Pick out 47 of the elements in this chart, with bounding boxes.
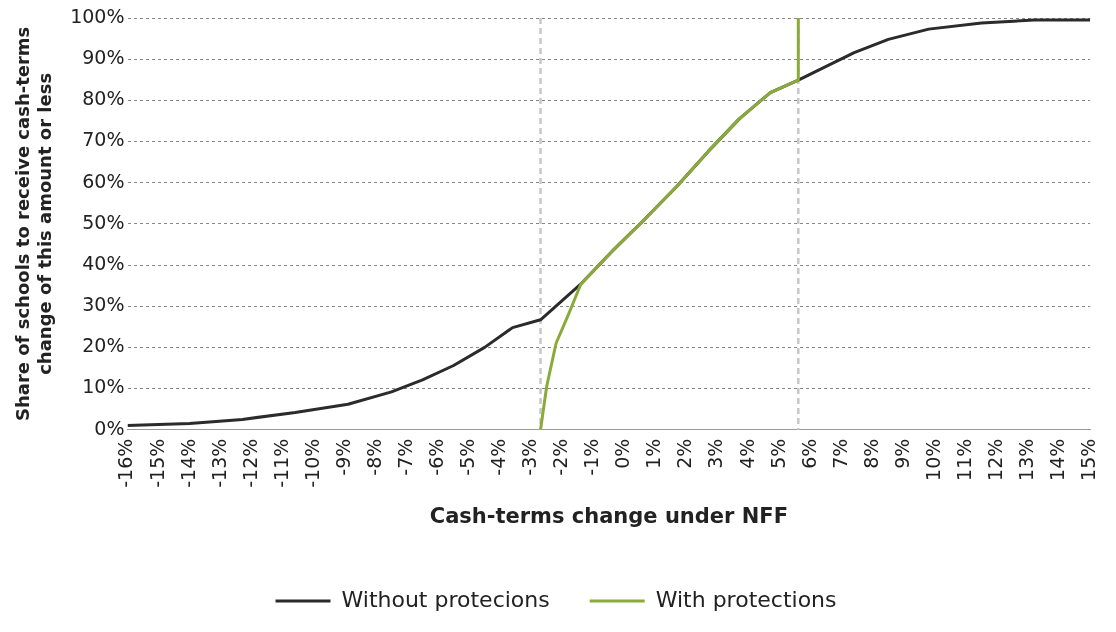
y-tick-label: 70% [82,128,125,151]
y-tick-label: 10% [82,375,125,398]
x-tick-label: -6% [425,438,447,476]
x-tick-label: -3% [518,438,541,476]
y-tick-label: 80% [82,87,125,110]
y-axis-title: Share of schools to receive cash-terms change of this amount or less [12,26,56,422]
legend-label: With protections [655,586,837,612]
x-axis-title: Cash-terms change under NFF [429,503,789,528]
y-tick-label: 90% [82,46,125,69]
x-tick-label: -11% [269,438,292,488]
x-tick-label: -12% [238,438,261,488]
x-tick-label: -14% [176,438,199,488]
x-tick-label: -8% [362,438,385,476]
x-tick-label: 6% [797,438,820,469]
x-tick-label: -9% [331,438,354,476]
y-tick-label: 0% [94,416,125,439]
legend-label: Without protecions [341,586,550,612]
x-tick-label: 0% [611,438,634,469]
x-tick-label: 8% [859,438,882,469]
x-tick-label: -4% [487,438,510,476]
x-tick-label: 4% [735,438,758,469]
x-tick-label: 13% [1015,438,1038,481]
x-tick-label: -5% [456,438,479,476]
x-tick-label: 1% [642,438,665,469]
x-tick-label: -13% [207,438,230,488]
x-tick-label: -7% [393,438,416,476]
x-tick-label: 12% [983,438,1006,481]
x-tick-label: -10% [300,438,323,488]
x-tick-label: -1% [580,438,603,476]
x-tick-label: 7% [828,438,851,469]
x-tick-label: 14% [1046,438,1069,481]
x-tick-label: 15% [1077,438,1100,481]
x-tick-label: 11% [952,438,975,481]
y-tick-label: 100% [70,4,125,27]
x-tick-label: 2% [673,438,696,469]
x-tick-label: -16% [114,438,137,488]
y-tick-label: 20% [82,334,125,357]
y-tick-label: 50% [82,210,125,233]
x-tick-label: -15% [145,438,168,488]
y-tick-label: 60% [82,169,125,192]
x-tick-label: -2% [549,438,572,476]
x-tick-label: 9% [890,438,913,469]
x-tick-label: 10% [921,438,944,481]
y-tick-label: 30% [82,293,125,316]
x-tick-label: 3% [704,438,727,469]
y-tick-label: 40% [82,251,125,274]
x-tick-label: 5% [766,438,789,469]
